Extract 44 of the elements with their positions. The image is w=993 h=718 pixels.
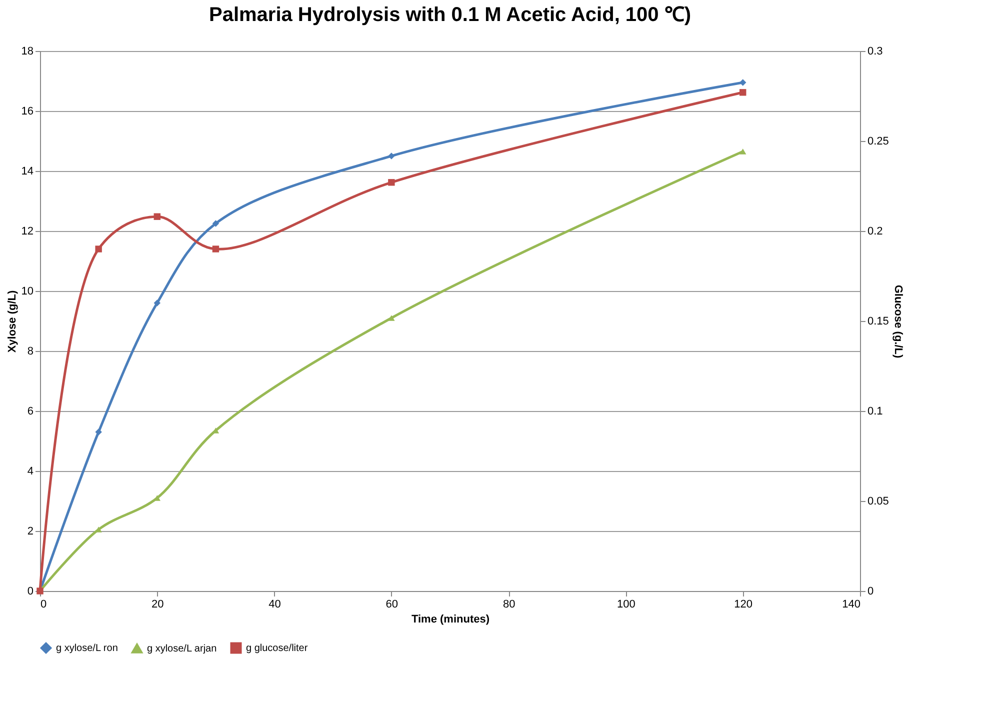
point [95, 246, 102, 252]
y-tick-label: 18 [21, 46, 34, 58]
legend-label: g xylose/L arjan [147, 643, 217, 654]
y-tick-label: 4 [27, 466, 34, 478]
y-tick-label: 6 [27, 406, 34, 418]
x-tick-label: 100 [617, 598, 636, 610]
x-tick-label: 60 [386, 598, 398, 610]
point [154, 300, 160, 306]
y2-tick-label: 0.25 [868, 136, 889, 148]
point [154, 213, 160, 220]
point [740, 79, 746, 86]
y2-tick-label: 0 [868, 586, 874, 598]
y-tick-label: 8 [27, 346, 34, 358]
x-axis-title: Time (minutes) [411, 614, 490, 626]
chart-title: Palmaria Hydrolysis with 0.1 M Acetic Acid, 100 ℃) [208, 4, 692, 26]
x-tick-label: 40 [268, 598, 281, 610]
y-tick-label: 10 [21, 286, 34, 298]
point [388, 152, 395, 160]
x-tick-label: 20 [152, 598, 164, 610]
point [740, 89, 746, 96]
point [388, 315, 395, 321]
y-tick-label: 2 [27, 526, 34, 538]
point [388, 179, 395, 186]
y2-tick-label: 0.05 [868, 496, 889, 508]
y-tick-label: 0 [27, 586, 34, 598]
legend-label: g glucose/liter [246, 643, 308, 654]
point [212, 246, 220, 252]
x-tick-label: 0 [40, 598, 47, 610]
y-axis-title: Xylose (g/L) [6, 290, 18, 353]
point [212, 220, 220, 227]
y2-tick-label: 0.15 [868, 316, 889, 328]
y2-axis-title: Glucose (g./L) [892, 284, 904, 358]
y-tick-label: 14 [21, 166, 34, 178]
y2-tick-label: 0.1 [868, 406, 883, 418]
x-tick-label: 140 [842, 598, 860, 610]
point [740, 148, 746, 154]
point [95, 428, 102, 436]
y2-tick-label: 0.2 [868, 226, 883, 238]
y2-tick-label: 0.3 [868, 46, 883, 58]
y-tick-label: 16 [21, 106, 34, 118]
x-tick-label: 120 [734, 598, 753, 610]
legend-label: g xylose/L ron [56, 643, 118, 654]
y-tick-label: 12 [21, 226, 34, 238]
x-tick-label: 80 [502, 598, 516, 610]
